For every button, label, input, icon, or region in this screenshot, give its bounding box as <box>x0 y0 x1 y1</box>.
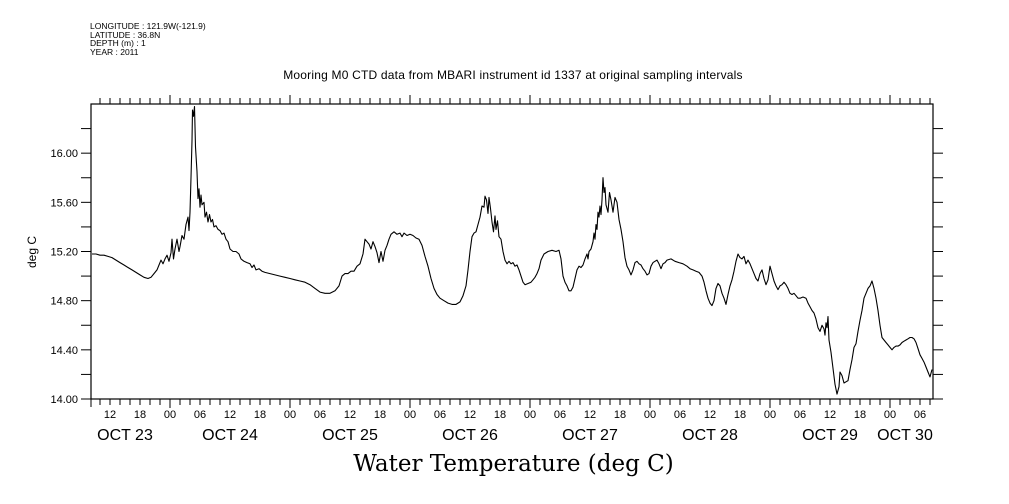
x-day-label: OCT 30 <box>877 427 933 444</box>
x-day-label: OCT 24 <box>202 427 258 444</box>
y-tick-label: 14.00 <box>50 394 78 406</box>
x-tick-label: 00 <box>284 409 296 421</box>
x-tick-label: 06 <box>674 409 686 421</box>
x-tick-label: 12 <box>104 409 116 421</box>
x-tick-label: 06 <box>794 409 806 421</box>
x-tick-label: 06 <box>914 409 926 421</box>
x-tick-label: 00 <box>764 409 776 421</box>
x-day-label: OCT 23 <box>97 427 153 444</box>
latitude-label: LATITUDE : 36.8N <box>90 29 161 40</box>
x-tick-label: 06 <box>194 409 206 421</box>
x-day-label: OCT 28 <box>682 427 738 444</box>
y-axis-label: deg C <box>25 236 39 268</box>
y-tick-label: 15.20 <box>50 247 78 259</box>
plot-frame <box>90 103 934 400</box>
x-tick-label: 18 <box>854 409 866 421</box>
x-day-label: OCT 29 <box>802 427 858 444</box>
x-tick-label: 06 <box>434 409 446 421</box>
x-tick-label: 18 <box>374 409 386 421</box>
plot-border <box>90 103 934 400</box>
x-tick-label: 12 <box>464 409 476 421</box>
x-tick-label: 18 <box>614 409 626 421</box>
y-tick-label: 14.80 <box>50 296 78 308</box>
x-tick-label: 12 <box>344 409 356 421</box>
x-tick-label: 18 <box>494 409 506 421</box>
longitude-label: LONGITUDE : 121.9W(-121.9) <box>90 21 206 31</box>
x-tick-label: 18 <box>134 409 146 421</box>
x-tick-label: 00 <box>644 409 656 421</box>
x-tick-label: 12 <box>704 409 716 421</box>
y-tick-label: 14.40 <box>50 345 78 357</box>
x-tick-label: 12 <box>824 409 836 421</box>
series-line-water-temperature <box>92 105 933 395</box>
x-tick-label: 06 <box>554 409 566 421</box>
footer-title: Water Temperature (deg C) <box>353 451 674 477</box>
x-tick-label: 00 <box>884 409 896 421</box>
x-tick-label: 12 <box>224 409 236 421</box>
depth-label: DEPTH (m) : 1 <box>90 38 146 49</box>
year-label: YEAR : 2011 <box>90 46 139 57</box>
x-day-label: OCT 27 <box>562 427 618 444</box>
x-day-label: OCT 25 <box>322 427 378 444</box>
x-axis: 12 18 00 06 12 18 00 06 12 18 00 06 12 18 00 06 12 18 00 06… <box>81 95 943 444</box>
x-tick-label: 18 <box>254 409 266 421</box>
x-tick-label: 06 <box>314 409 326 421</box>
x-tick-label: 00 <box>524 409 536 421</box>
x-tick-label: 00 <box>164 409 176 421</box>
y-tick-label: 15.60 <box>50 197 78 209</box>
x-tick-label: 12 <box>584 409 596 421</box>
y-tick-label: 16.00 <box>50 148 78 160</box>
series-group <box>92 105 933 395</box>
y-axis: 14.00 14.40 14.80 15.20 15.60 16.00 <box>50 128 943 406</box>
x-tick-label: 18 <box>734 409 746 421</box>
x-tick-label: 00 <box>404 409 416 421</box>
chart-title: Mooring M0 CTD data from MBARI instrumen… <box>283 68 743 82</box>
metadata-block: LONGITUDE : 121.9W(-121.9) LATITUDE : 36… <box>90 22 206 56</box>
x-day-label: OCT 26 <box>442 427 498 444</box>
